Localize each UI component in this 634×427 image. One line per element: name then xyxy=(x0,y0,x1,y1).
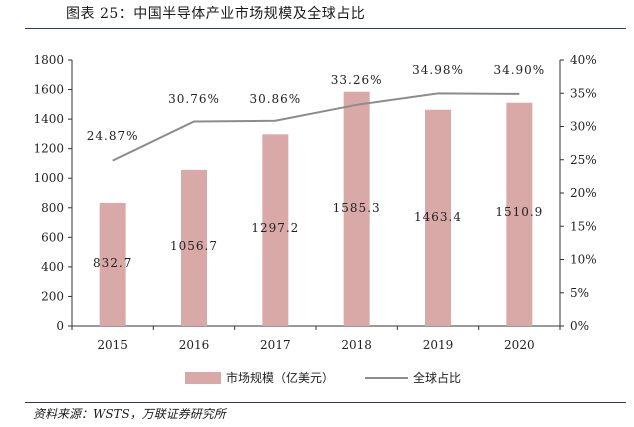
chart-title: 图表 25：中国半导体产业市场规模及全球占比 xyxy=(66,6,366,22)
bar-2020 xyxy=(506,102,533,326)
left-axis-tick-label: 0 xyxy=(56,319,64,333)
bar-value-label: 832.7 xyxy=(93,256,132,270)
source-divider xyxy=(25,402,626,403)
line-value-label: 24.87% xyxy=(87,129,139,143)
line-value-label: 34.98% xyxy=(412,63,464,77)
bar-value-label: 1297.2 xyxy=(251,221,299,235)
right-axis-tick-label: 30% xyxy=(570,120,597,134)
legend-bar-swatch xyxy=(185,372,221,384)
x-axis-tick-label: 2016 xyxy=(179,338,210,352)
bar-value-label: 1510.9 xyxy=(495,205,543,219)
right-axis-tick-label: 20% xyxy=(570,186,597,200)
right-axis-tick-label: 0% xyxy=(570,319,589,333)
left-axis-tick-label: 800 xyxy=(41,201,64,215)
title-divider xyxy=(25,28,626,29)
share-line xyxy=(112,92,520,162)
source-note: 资料来源：WSTS，万联证券研究所 xyxy=(33,407,226,421)
right-axis-tick-label: 15% xyxy=(570,219,597,233)
bar-2017 xyxy=(262,134,289,326)
right-axis-tick-label: 40% xyxy=(570,53,597,67)
right-axis-tick-label: 25% xyxy=(570,153,597,167)
left-axis-tick-label: 200 xyxy=(41,289,64,303)
x-axis-tick-label: 2020 xyxy=(504,338,535,352)
x-axis-tick-label: 2019 xyxy=(423,338,454,352)
bar-2016 xyxy=(181,169,207,326)
x-axis-tick-label: 2017 xyxy=(260,338,291,352)
line-value-label: 30.86% xyxy=(249,92,301,106)
legend-bar-label: 市场规模（亿美元） xyxy=(226,370,334,385)
bar-value-label: 1056.7 xyxy=(170,239,218,253)
right-axis-tick-label: 35% xyxy=(570,86,597,100)
left-axis-tick-label: 1400 xyxy=(33,112,64,126)
bar-2019 xyxy=(425,109,451,326)
bar-2015 xyxy=(99,202,126,326)
left-axis-tick-label: 600 xyxy=(41,230,64,244)
line-value-label: 30.76% xyxy=(168,92,220,106)
x-axis-tick-label: 2018 xyxy=(341,338,372,352)
line-value-label: 34.90% xyxy=(493,63,545,77)
left-axis-tick-label: 1200 xyxy=(33,142,64,156)
left-axis-tick-label: 1800 xyxy=(33,53,64,67)
left-axis-tick-label: 1600 xyxy=(33,83,64,97)
left-axis-tick-label: 400 xyxy=(41,260,64,274)
left-axis-tick-label: 1000 xyxy=(33,171,64,185)
x-axis-tick-label: 2015 xyxy=(97,338,128,352)
bar-value-label: 1463.4 xyxy=(414,210,462,224)
line-value-label: 33.26% xyxy=(331,73,383,87)
bar-value-label: 1585.3 xyxy=(333,201,381,215)
right-axis-tick-label: 5% xyxy=(570,286,589,300)
bar-2018 xyxy=(343,91,370,326)
right-axis-tick-label: 10% xyxy=(570,253,597,267)
legend-line-label: 全球占比 xyxy=(413,370,461,385)
